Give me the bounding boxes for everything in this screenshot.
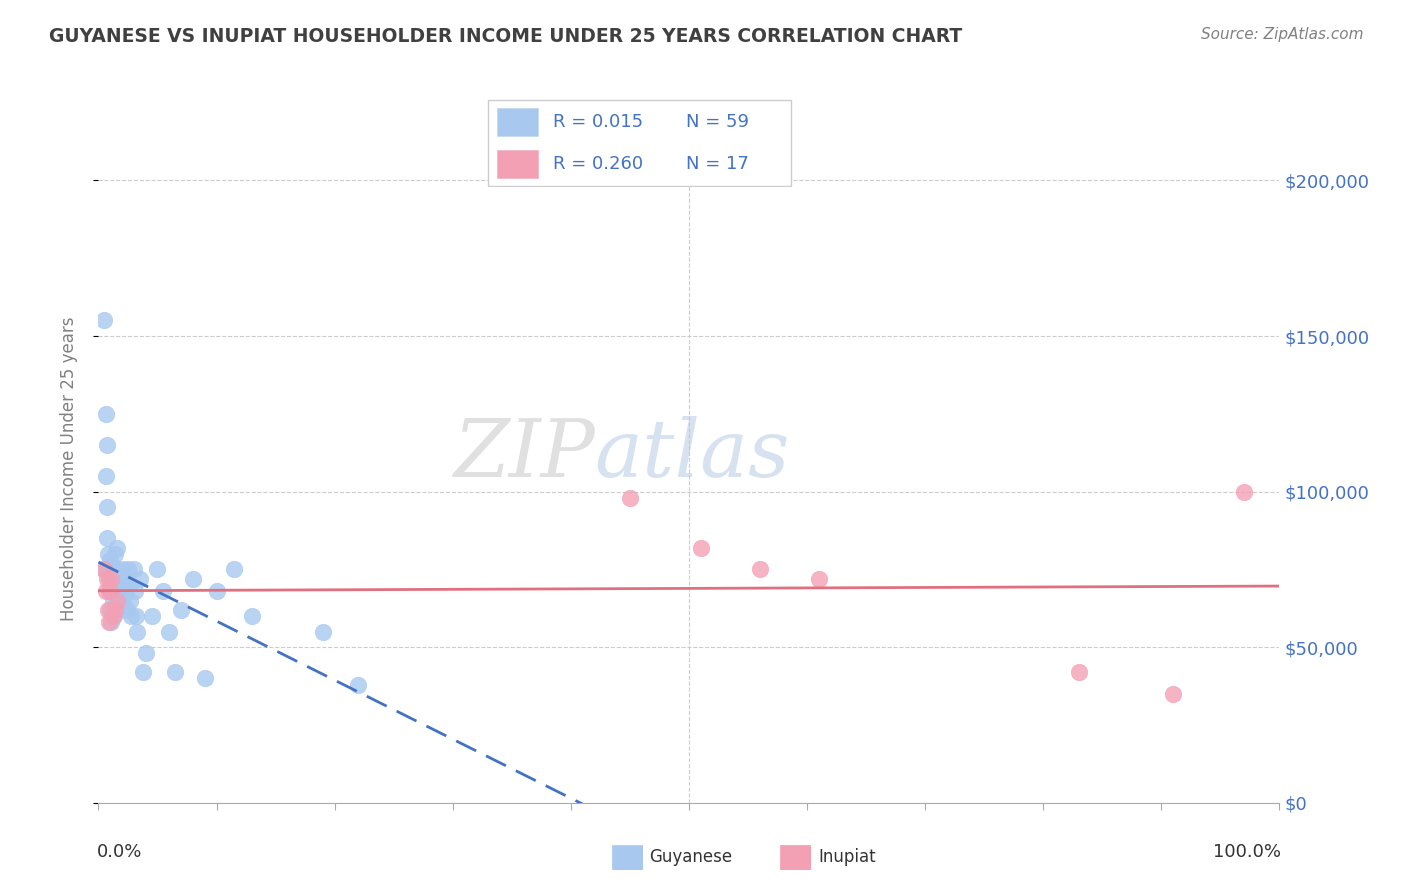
Point xyxy=(105,562,128,576)
Text: atlas: atlas xyxy=(595,417,790,493)
Point xyxy=(181,572,204,586)
Point xyxy=(807,572,830,586)
Point xyxy=(132,665,155,679)
Point xyxy=(1233,484,1256,499)
Point xyxy=(98,553,121,567)
Point xyxy=(619,491,641,505)
Point xyxy=(146,562,169,576)
Text: N = 17: N = 17 xyxy=(686,155,749,173)
Point xyxy=(104,547,127,561)
Text: R = 0.260: R = 0.260 xyxy=(553,155,644,173)
Point xyxy=(128,572,150,586)
Bar xyxy=(498,108,537,136)
Point xyxy=(101,609,124,624)
Point xyxy=(112,593,135,607)
Point xyxy=(96,531,118,545)
Point xyxy=(120,593,142,607)
Point xyxy=(104,584,127,599)
Point xyxy=(98,603,121,617)
Bar xyxy=(498,150,537,178)
Point xyxy=(312,624,335,639)
Point xyxy=(97,547,120,561)
Point xyxy=(98,578,121,592)
Point xyxy=(124,584,146,599)
Point xyxy=(205,584,228,599)
Point xyxy=(98,584,121,599)
Point xyxy=(97,603,120,617)
Point xyxy=(101,593,124,607)
Point xyxy=(93,562,115,576)
Point xyxy=(91,562,114,576)
Point xyxy=(105,603,128,617)
Point xyxy=(125,609,148,624)
Point xyxy=(105,593,128,607)
Point xyxy=(748,562,770,576)
Point xyxy=(157,624,180,639)
Point xyxy=(141,609,163,624)
Point xyxy=(94,584,117,599)
Point xyxy=(110,593,132,607)
Point xyxy=(101,562,124,576)
Point xyxy=(107,572,129,586)
Point xyxy=(112,572,135,586)
Point xyxy=(100,584,122,599)
Text: GUYANESE VS INUPIAT HOUSEHOLDER INCOME UNDER 25 YEARS CORRELATION CHART: GUYANESE VS INUPIAT HOUSEHOLDER INCOME U… xyxy=(49,27,963,45)
Point xyxy=(96,572,118,586)
Text: 0.0%: 0.0% xyxy=(97,843,142,861)
Point xyxy=(96,500,118,515)
Point xyxy=(98,584,121,599)
Point xyxy=(94,469,117,483)
Point xyxy=(347,677,370,691)
Point xyxy=(93,313,115,327)
Text: R = 0.015: R = 0.015 xyxy=(553,113,644,131)
Point xyxy=(94,407,117,421)
Point xyxy=(111,578,134,592)
Point xyxy=(105,578,128,592)
Point xyxy=(105,541,128,555)
Text: N = 59: N = 59 xyxy=(686,113,749,131)
Text: ZIP: ZIP xyxy=(453,417,595,493)
Point xyxy=(240,609,263,624)
Point xyxy=(1067,665,1090,679)
Point xyxy=(117,562,139,576)
Text: 100.0%: 100.0% xyxy=(1212,843,1281,861)
Point xyxy=(100,572,122,586)
Point xyxy=(121,609,143,624)
Y-axis label: Householder Income Under 25 years: Householder Income Under 25 years xyxy=(59,316,77,621)
Text: Inupiat: Inupiat xyxy=(818,848,876,866)
Point xyxy=(115,603,138,617)
Point xyxy=(111,562,134,576)
Point xyxy=(114,584,136,599)
Point xyxy=(103,572,125,586)
Point xyxy=(104,603,127,617)
Point xyxy=(96,438,118,452)
Point xyxy=(165,665,187,679)
Point xyxy=(98,615,121,630)
Point xyxy=(97,562,120,576)
Point xyxy=(194,671,217,685)
Point xyxy=(1161,687,1184,701)
Point xyxy=(98,572,121,586)
Point xyxy=(103,609,125,624)
Point xyxy=(127,624,149,639)
Point xyxy=(100,615,122,630)
Text: Source: ZipAtlas.com: Source: ZipAtlas.com xyxy=(1201,27,1364,42)
Point xyxy=(224,562,246,576)
Point xyxy=(108,584,131,599)
Point xyxy=(122,562,145,576)
Text: Guyanese: Guyanese xyxy=(650,848,733,866)
Point xyxy=(152,584,174,599)
Point xyxy=(118,578,141,592)
Point xyxy=(170,603,193,617)
FancyBboxPatch shape xyxy=(488,100,792,186)
Point xyxy=(135,647,157,661)
Point xyxy=(689,541,711,555)
